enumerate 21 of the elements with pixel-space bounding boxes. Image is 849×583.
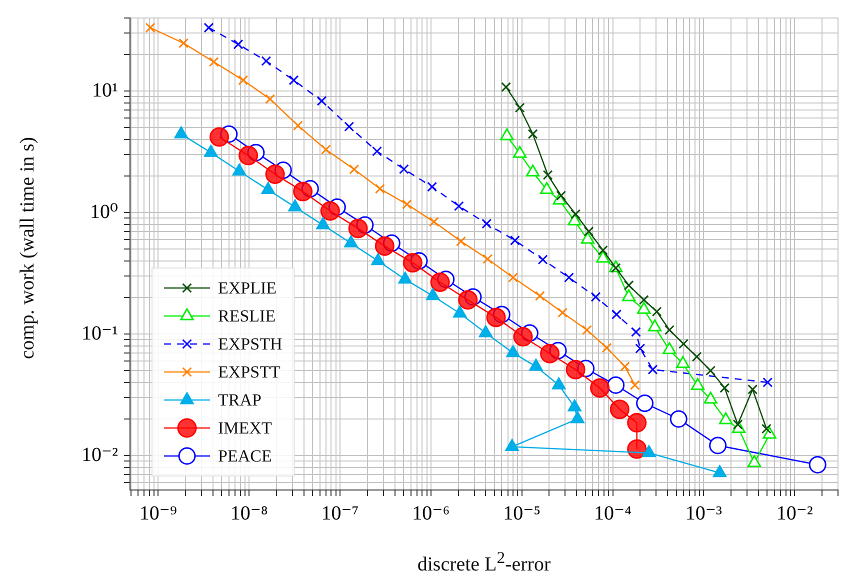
- y-tick-label: 10⁻²: [81, 444, 118, 466]
- legend-label: EXPSTH: [218, 334, 282, 354]
- y-tick-label: 10⁰: [90, 200, 118, 223]
- legend-label: EXPSTT: [218, 362, 281, 382]
- legend-label: PEACE: [218, 446, 272, 466]
- x-tick-label: 10⁻²: [776, 502, 813, 524]
- x-tick-label: 10⁻⁷: [321, 502, 359, 524]
- legend-label: TRAP: [218, 390, 262, 410]
- x-tick-label: 10⁻⁸: [230, 502, 268, 524]
- x-tick-label: 10⁻⁹: [139, 502, 177, 524]
- x-tick-label: 10⁻³: [685, 502, 722, 524]
- y-axis-title: comp. work (wall time in s): [16, 136, 40, 360]
- x-tick-label: 10⁻⁵: [503, 502, 541, 524]
- y-tick-label: 10¹: [92, 79, 118, 102]
- y-tick-label: 10⁻¹: [81, 322, 118, 344]
- legend-label: RESLIE: [218, 306, 276, 326]
- x-tick-label: 10⁻⁶: [412, 502, 450, 524]
- legend-label: EXPLIE: [218, 278, 277, 298]
- x-axis-title: discrete L$^{2}$-error: [416, 548, 552, 577]
- x-tick-label: 10⁻⁴: [594, 502, 632, 524]
- legend-label: IMEXT: [218, 418, 272, 438]
